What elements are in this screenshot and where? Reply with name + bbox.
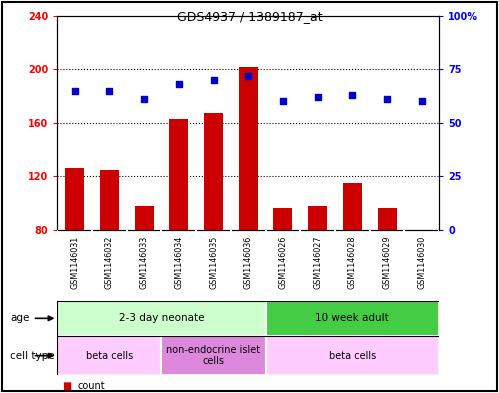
- Point: [175, 81, 183, 87]
- Text: ■: ■: [62, 381, 72, 391]
- Text: 2-3 day neonate: 2-3 day neonate: [119, 313, 204, 323]
- Point: [418, 98, 426, 105]
- Text: beta cells: beta cells: [329, 351, 376, 361]
- Point: [348, 92, 356, 98]
- Bar: [169, 119, 189, 230]
- Point: [383, 96, 391, 103]
- Point: [71, 88, 79, 94]
- Text: GSM1146029: GSM1146029: [383, 235, 392, 289]
- Bar: [239, 66, 258, 230]
- Text: count: count: [77, 381, 105, 391]
- Text: GDS4937 / 1389187_at: GDS4937 / 1389187_at: [177, 10, 322, 23]
- Text: GSM1146028: GSM1146028: [348, 235, 357, 289]
- Text: cell type: cell type: [10, 351, 54, 361]
- Text: GSM1146035: GSM1146035: [209, 235, 218, 289]
- Point: [210, 77, 218, 83]
- Text: age: age: [10, 313, 29, 323]
- Text: GSM1146030: GSM1146030: [417, 235, 426, 289]
- Bar: [204, 114, 223, 230]
- Text: beta cells: beta cells: [86, 351, 133, 361]
- Text: GSM1146032: GSM1146032: [105, 235, 114, 289]
- Point: [140, 96, 148, 103]
- Bar: [57, 336, 162, 375]
- Text: 10 week adult: 10 week adult: [315, 313, 389, 323]
- Point: [314, 94, 322, 100]
- Text: GSM1146027: GSM1146027: [313, 235, 322, 289]
- Bar: [65, 168, 84, 230]
- Point: [279, 98, 287, 105]
- Bar: [308, 206, 327, 230]
- Bar: [265, 336, 439, 375]
- Text: GSM1146031: GSM1146031: [70, 235, 79, 289]
- Bar: [135, 206, 154, 230]
- Bar: [343, 183, 362, 230]
- Text: GSM1146026: GSM1146026: [278, 235, 287, 289]
- Text: GSM1146033: GSM1146033: [140, 235, 149, 289]
- Bar: [57, 301, 265, 336]
- Bar: [265, 301, 439, 336]
- Text: non-endocrine islet
cells: non-endocrine islet cells: [167, 345, 260, 366]
- Bar: [378, 208, 397, 230]
- Text: GSM1146036: GSM1146036: [244, 235, 253, 289]
- Point: [105, 88, 113, 94]
- Bar: [162, 336, 265, 375]
- Bar: [100, 170, 119, 230]
- Text: GSM1146034: GSM1146034: [174, 235, 183, 289]
- Point: [244, 73, 252, 79]
- Bar: [273, 208, 292, 230]
